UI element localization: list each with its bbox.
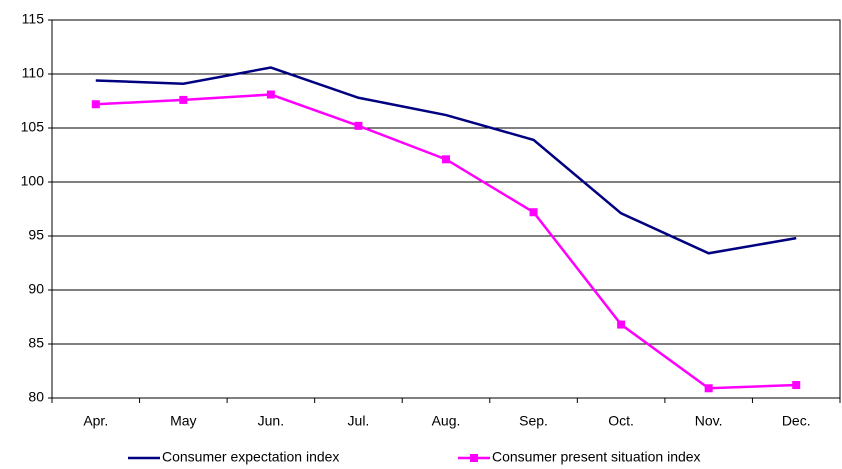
y-tick-label: 95 [28,227,44,243]
series-marker [442,155,450,164]
y-tick-label: 100 [21,173,45,189]
x-tick-label: Aug. [432,413,461,429]
x-tick-label: Jul. [348,413,370,429]
legend-label: Consumer present situation index [492,449,701,465]
y-tick-label: 115 [22,11,45,27]
series-marker [179,95,188,104]
x-tick-label: Jun. [258,413,284,429]
y-tick-label: 90 [28,281,44,297]
x-tick-label: Sep. [519,413,548,429]
legend-label: Consumer expectation index [162,449,339,465]
x-tick-label: Apr. [83,413,108,429]
y-tick-label: 110 [22,65,45,81]
y-tick-label: 80 [28,389,44,405]
series-marker [792,381,801,390]
x-tick-label: Oct. [608,413,634,429]
y-tick-label: 105 [21,119,45,135]
series-marker [529,208,538,217]
series-marker [704,384,713,393]
series-line [95,66,797,255]
x-tick-label: Dec. [782,413,811,429]
series-marker [617,320,626,329]
x-tick-label: May [170,413,196,429]
y-tick-label: 85 [28,335,44,351]
plot-frame [51,19,841,399]
legend-marker [470,454,478,462]
series-marker [91,100,100,109]
series-marker [354,121,363,130]
series-marker [266,90,275,99]
x-tick-label: Nov. [695,413,723,429]
